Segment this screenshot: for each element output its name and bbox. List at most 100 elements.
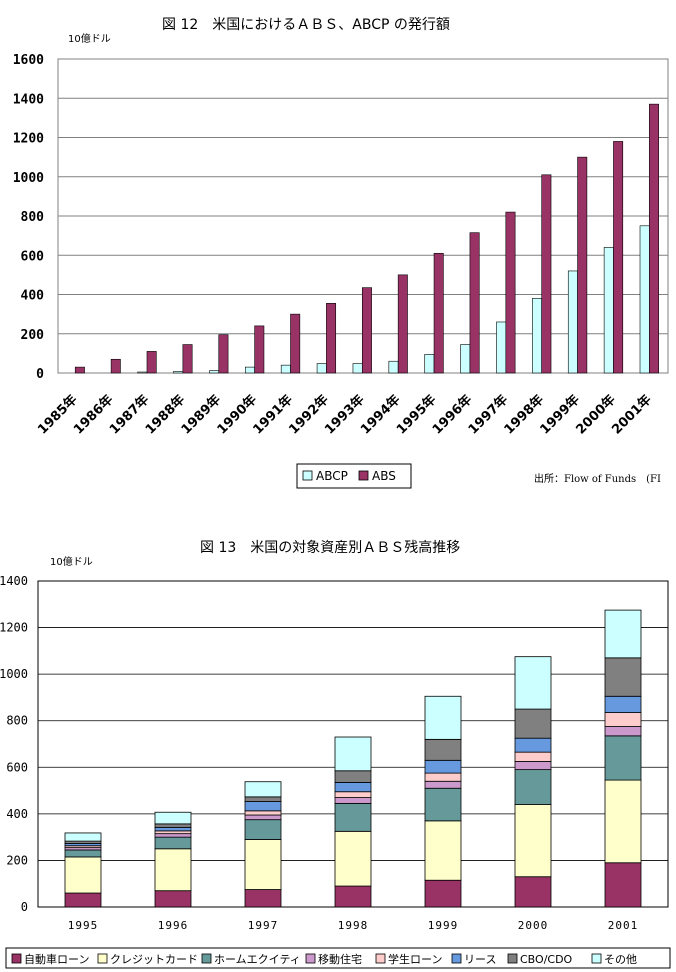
bar-segment	[514, 769, 552, 805]
bar-abs	[361, 287, 372, 374]
legend-box	[5, 947, 671, 969]
bar-segment	[334, 830, 372, 887]
bar-segment	[334, 885, 372, 908]
y-tick-label: 1000	[13, 171, 44, 186]
legend-swatch	[358, 470, 369, 481]
bar-segment	[154, 826, 192, 832]
y-tick-label: 600	[21, 249, 45, 264]
bar-segment	[604, 712, 642, 727]
bar-abs	[433, 252, 444, 374]
abs-abcp-issuance-chart: 020040060080010001200140016001985年1986年1…	[13, 53, 669, 489]
y-tick-label: 600	[6, 760, 28, 774]
legend-label: CBO/CDO	[520, 953, 573, 966]
bar-segment	[514, 656, 552, 710]
legend-label: ホームエクイティ	[214, 953, 301, 966]
y-tick-label: 1000	[0, 667, 28, 681]
x-tick-label: 1998	[338, 919, 369, 932]
chart2-unit: 10億ドル	[50, 557, 93, 568]
bar-segment	[424, 879, 462, 908]
legend-swatch	[591, 953, 602, 964]
bar-abs	[74, 366, 85, 374]
legend-label: 移動住宅	[318, 952, 362, 966]
legend-swatch	[11, 953, 22, 964]
bar-abs	[146, 351, 157, 374]
bar-segment	[64, 856, 102, 894]
bar-segment	[424, 738, 462, 761]
bar-segment	[604, 779, 642, 864]
legend-label: ABS	[372, 469, 396, 483]
bar-segment	[424, 820, 462, 881]
x-tick-label: 1999	[428, 919, 459, 932]
chart2-title: 図 13 米国の対象資産別ＡＢＳ残高推移	[200, 540, 461, 556]
bar-segment	[424, 759, 462, 774]
chart1-unit: 10億ドル	[68, 34, 111, 45]
legend-box	[296, 463, 412, 489]
bar-segment	[514, 751, 552, 762]
y-tick-label: 200	[6, 853, 28, 867]
legend-label: クレジットカード	[110, 953, 198, 966]
bar-segment	[334, 797, 372, 804]
bar-abs	[541, 174, 552, 374]
bar-segment	[64, 849, 102, 858]
y-tick-label: 1400	[0, 574, 28, 588]
bar-abs	[182, 344, 193, 374]
bar-segment	[244, 810, 282, 816]
bar-segment	[154, 848, 192, 892]
bar-segment	[64, 892, 102, 908]
bar-segment	[424, 695, 462, 740]
y-tick-label: 400	[6, 807, 28, 821]
bar-segment	[424, 780, 462, 789]
bar-segment	[334, 782, 372, 793]
y-tick-label: 800	[6, 714, 28, 728]
bar-abs	[110, 358, 121, 374]
legend: ABCP ABS	[296, 463, 412, 489]
y-tick-label: 1400	[13, 92, 44, 107]
x-tick-label: 1995	[68, 919, 99, 932]
bar-segment	[244, 819, 282, 840]
bar-segment	[514, 761, 552, 771]
bar-segment	[244, 801, 282, 812]
legend-swatch	[507, 953, 518, 964]
legend-swatch	[305, 953, 316, 964]
bar-segment	[64, 832, 102, 842]
y-tick-label: 0	[21, 900, 28, 914]
y-tick-label: 800	[21, 210, 45, 225]
bar-segment	[154, 890, 192, 908]
y-tick-label: 200	[21, 328, 45, 343]
bar-segment	[514, 737, 552, 753]
bar-segment	[514, 876, 552, 908]
bar-segment	[604, 609, 642, 659]
bar-segment	[244, 889, 282, 908]
legend-label: 学生ローン	[388, 952, 442, 966]
legend-swatch	[451, 953, 462, 964]
bar-abs	[326, 303, 337, 374]
bar-segment	[424, 787, 462, 822]
chart1-source: 出所：Flow of Funds (FI	[534, 474, 661, 485]
legend-label: ABCP	[316, 469, 348, 483]
y-tick-label: 1200	[13, 132, 44, 147]
legend-swatch	[97, 953, 108, 964]
bar-segment	[334, 802, 372, 832]
bar-segment	[244, 781, 282, 798]
legend-swatch	[201, 953, 212, 964]
x-tick-label: 2000	[518, 919, 549, 932]
legend-swatch	[375, 953, 386, 964]
legend-label: 自動車ローン	[24, 952, 89, 966]
y-tick-label: 400	[21, 289, 45, 304]
bar-abs	[469, 232, 480, 374]
legend-label: その他	[604, 953, 637, 966]
bar-segment	[334, 736, 372, 772]
bar-segment	[244, 839, 282, 890]
legend-swatch	[302, 470, 313, 481]
bar-segment	[604, 735, 642, 781]
bar-segment	[154, 836, 192, 850]
bar-segment	[334, 791, 372, 798]
bar-abs	[505, 211, 516, 374]
legend: 自動車ローン クレジットカード ホームエクイティ 移動住宅 学生ローン リース CBO/CD…	[5, 947, 671, 969]
bar-abs	[577, 156, 588, 374]
bar-abs	[254, 325, 265, 374]
bar-segment	[334, 770, 372, 783]
y-tick-label: 1600	[13, 53, 44, 68]
legend-label: リース	[464, 953, 496, 966]
